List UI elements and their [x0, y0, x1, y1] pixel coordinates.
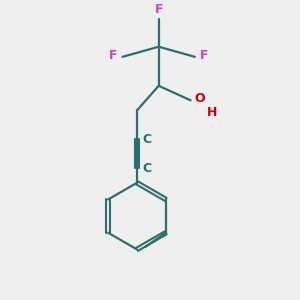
- Text: F: F: [154, 3, 163, 16]
- Text: F: F: [109, 49, 117, 62]
- Text: O: O: [194, 92, 205, 105]
- Text: F: F: [200, 49, 208, 62]
- Text: C: C: [142, 133, 151, 146]
- Text: H: H: [206, 106, 217, 119]
- Text: C: C: [142, 162, 151, 175]
